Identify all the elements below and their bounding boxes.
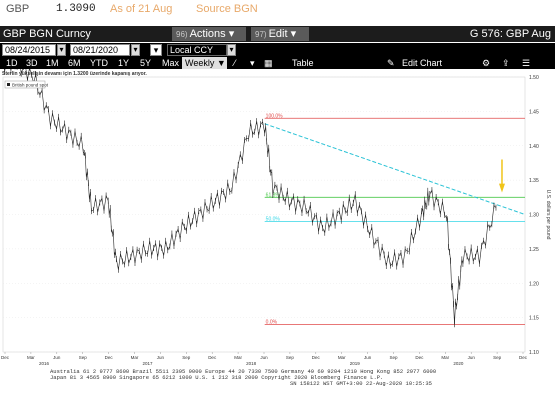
x-year-label: 2016 — [39, 361, 50, 366]
period-ytd[interactable]: YTD — [90, 58, 108, 68]
x-tick-label: Sep — [286, 355, 295, 360]
edit-menu-button[interactable]: 97) Edit ▾ — [251, 27, 309, 41]
x-tick-label: Dec — [519, 355, 528, 360]
period-selector[interactable]: ▾ — [150, 44, 162, 56]
ticker-symbol: GBP — [6, 3, 30, 15]
table-button[interactable]: Table — [292, 58, 314, 68]
x-tick-label: Sep — [182, 355, 191, 360]
y-tick-label: 1.15 — [529, 316, 539, 322]
x-tick-label: Jun — [468, 355, 476, 360]
x-tick-label: Dec — [312, 355, 321, 360]
x-tick-label: Mar — [338, 355, 346, 360]
y-tick-label: 1.30 — [529, 213, 539, 219]
legend-box — [4, 80, 46, 89]
ticker-as-of: As of 21 Aug — [110, 3, 173, 15]
footer-line-3: SN 158122 WST GMT+3:00 22-Aug-2020 10:25… — [290, 380, 432, 387]
edit-chart-icon[interactable]: ✎ — [387, 58, 395, 68]
x-tick-label: Mar — [234, 355, 242, 360]
edit-chart-button[interactable]: Edit Chart — [402, 58, 443, 68]
settings-icon[interactable]: ⚙ — [482, 58, 491, 68]
y-tick-label: 1.40 — [529, 144, 539, 150]
fib-level-label: 100.0% — [266, 113, 284, 119]
x-year-label: 2018 — [246, 361, 257, 366]
period-1d[interactable]: 1D — [6, 58, 18, 68]
frequency-label: Weekly — [185, 58, 215, 68]
y-tick-label: 1.25 — [529, 247, 539, 253]
end-date-picker-icon[interactable]: ▾ — [131, 44, 140, 56]
start-date-field[interactable]: 08/24/2015 — [2, 44, 56, 56]
chart-template-name: G 576: GBP Aug — [469, 28, 551, 40]
y-tick-label: 1.20 — [529, 281, 539, 287]
options-icon[interactable]: ☰ — [522, 58, 531, 68]
ticker-bar: GBP 1.3090 As of 21 Aug Source BGN — [0, 0, 555, 18]
x-tick-label: Jun — [53, 355, 61, 360]
fib-level-label: 0.0% — [266, 320, 278, 326]
x-year-label: 2020 — [453, 361, 464, 366]
period-6m[interactable]: 6M — [68, 58, 81, 68]
footer-line-1: Australia 61 2 9777 8600 Brazil 5511 239… — [50, 368, 437, 375]
fib-level-label: 50.0% — [266, 216, 281, 222]
legend-swatch — [7, 83, 10, 86]
y-tick-label: 1.35 — [529, 178, 539, 184]
x-tick-label: Mar — [441, 355, 449, 360]
export-icon[interactable]: ⇪ — [502, 58, 510, 68]
period-3d[interactable]: 3D — [26, 58, 38, 68]
period-1y[interactable]: 1Y — [118, 58, 130, 68]
x-tick-label: Dec — [415, 355, 424, 360]
chart-type-dropdown-icon[interactable]: ▾ — [250, 58, 255, 68]
title-bar: GBP BGN Curncy 96) Actions ▾ 97) Edit ▾ G … — [0, 26, 555, 42]
x-tick-label: Sep — [79, 355, 88, 360]
x-tick-label: Mar — [27, 355, 35, 360]
trend-line — [264, 123, 526, 215]
price-line — [4, 69, 497, 325]
y-tick-label: 1.45 — [529, 109, 539, 115]
currency-select[interactable]: Local CCY — [167, 44, 227, 56]
ticker-source: Source BGN — [196, 3, 258, 15]
x-year-label: 2019 — [350, 361, 361, 366]
down-arrow-icon — [498, 183, 505, 193]
table-icon[interactable]: ▦ — [264, 58, 273, 68]
x-tick-label: Sep — [389, 355, 398, 360]
edit-label: Edit — [268, 28, 288, 40]
x-year-label: 2017 — [143, 361, 154, 366]
period-max[interactable]: Max — [162, 58, 180, 68]
start-date-picker-icon[interactable]: ▾ — [57, 44, 66, 56]
date-range-row: 08/24/2015 ▾ 08/21/2020 ▾ ▾ Local CCY ▾ — [0, 43, 555, 57]
ticker-price: 1.3090 — [56, 3, 96, 15]
y-axis-label: U.S. dollars per pound — [545, 190, 551, 240]
actions-label: Actions — [189, 28, 226, 40]
frequency-select[interactable]: Weekly ▼ — [182, 57, 227, 69]
actions-menu-button[interactable]: 96) Actions ▾ — [172, 27, 246, 41]
x-tick-label: Mar — [131, 355, 139, 360]
period-buttons-row: 1D 3D 1M 6M YTD 1Y 5Y Max Weekly ▼ ⁄ ▾ ▦… — [0, 57, 555, 69]
legend-label: British pound spot — [12, 83, 49, 88]
y-tick-label: 1.50 — [529, 75, 539, 81]
y-tick-label: 1.10 — [529, 350, 539, 356]
period-1m[interactable]: 1M — [46, 58, 59, 68]
chart-area[interactable]: Sterlin yükselişin devamı için 1.3200 üz… — [0, 69, 555, 400]
x-tick-label: Jun — [157, 355, 165, 360]
x-tick-label: Sep — [493, 355, 502, 360]
x-tick-label: Jun — [260, 355, 268, 360]
x-tick-label: Dec — [1, 355, 10, 360]
line-chart-icon[interactable]: ⁄ — [234, 58, 236, 68]
x-tick-label: Dec — [105, 355, 114, 360]
price-chart[interactable]: 1.50 1.45 1.40 1.35 1.30 1.25 1.20 1.15 1.10 U.S.… — [0, 69, 555, 400]
end-date-field[interactable]: 08/21/2020 — [70, 44, 130, 56]
chart-annotation-note: Sterlin yükselişin devamı için 1.3200 üz… — [2, 71, 147, 77]
period-5y[interactable]: 5Y — [140, 58, 152, 68]
security-name: GBP BGN Curncy — [3, 28, 91, 40]
x-tick-label: Jun — [364, 355, 372, 360]
x-tick-label: Dec — [208, 355, 217, 360]
footer-line-2: Japan 81 3 4565 8900 Singapore 65 6212 1… — [50, 374, 384, 381]
chevron-down-icon: ▾ — [290, 28, 297, 40]
chevron-down-icon: ▾ — [228, 28, 235, 40]
currency-dropdown-icon[interactable]: ▾ — [227, 44, 236, 56]
